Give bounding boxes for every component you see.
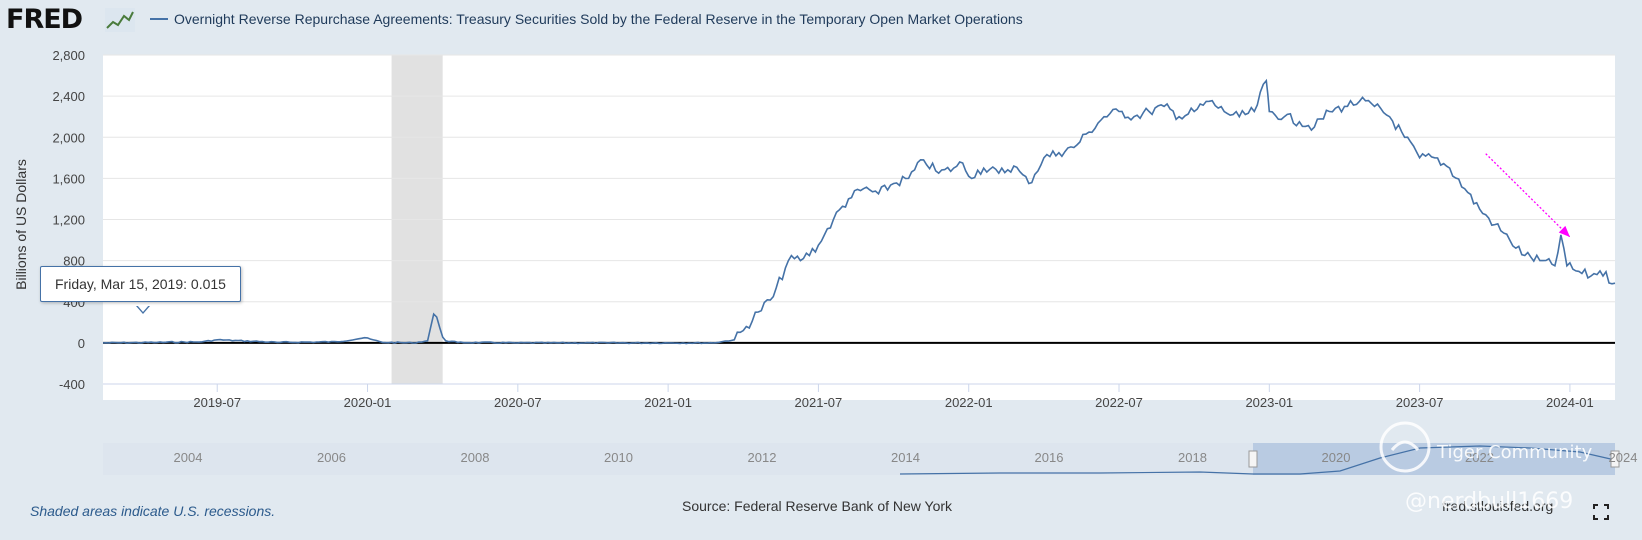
x-axis: 2019-07 2020-01 2020-07 2021-01 2021-07 2022-… bbox=[103, 383, 1615, 410]
x-tick-label: 2023-01 bbox=[1245, 395, 1293, 410]
navigator-handle-right[interactable] bbox=[1610, 450, 1620, 468]
plot-area bbox=[103, 55, 1615, 400]
navigator-selected-range[interactable] bbox=[1253, 443, 1615, 475]
navigator-label: 2018 bbox=[1178, 450, 1207, 465]
navigator-label: 2006 bbox=[317, 450, 346, 465]
series-legend[interactable]: Overnight Reverse Repurchase Agreements:… bbox=[150, 11, 1023, 27]
navigator[interactable]: 2004 2006 2008 2010 2012 2014 2016 2018 2020 2022… bbox=[103, 443, 1637, 475]
tooltip: Friday, Mar 15, 2019: 0.015 bbox=[40, 266, 241, 302]
fred-url-link[interactable]: fred.stlouisfed.org bbox=[1442, 498, 1554, 514]
y-tick-label: 800 bbox=[63, 254, 85, 269]
tiger-logo-icon bbox=[1379, 421, 1431, 473]
navigator-label: 2012 bbox=[748, 450, 777, 465]
recession-note: Shaded areas indicate U.S. recessions. bbox=[30, 503, 276, 519]
y-tick-label: 1,600 bbox=[52, 171, 85, 186]
y-tick-label: 2,400 bbox=[52, 89, 85, 104]
x-tick-label: 2023-07 bbox=[1396, 395, 1444, 410]
navigator-series-line bbox=[899, 445, 1616, 475]
x-tick-label: 2020-01 bbox=[344, 395, 392, 410]
navigator-label: 2016 bbox=[1035, 450, 1064, 465]
fullscreen-icon[interactable] bbox=[1593, 504, 1609, 520]
y-tick-label: 1,200 bbox=[52, 213, 85, 228]
navigator-label: 2014 bbox=[891, 450, 920, 465]
tooltip-pointer-fill bbox=[137, 305, 149, 312]
trend-arrow-annotation bbox=[1485, 153, 1571, 238]
navigator-handle-left[interactable] bbox=[1248, 450, 1258, 468]
watermark-brand: Tiger Community bbox=[1437, 442, 1593, 463]
navigator-label: 2010 bbox=[604, 450, 633, 465]
tooltip-value: 0.015 bbox=[190, 276, 226, 292]
header: FRED Overnight Reverse Repurchase Agreem… bbox=[0, 0, 1642, 40]
navigator-label: 2022 bbox=[1465, 450, 1494, 465]
x-tick-label: 2021-01 bbox=[644, 395, 692, 410]
y-tick-label: 2,800 bbox=[52, 48, 85, 63]
arrow-head bbox=[1558, 225, 1570, 237]
tooltip-date: Friday, Mar 15, 2019: bbox=[55, 276, 188, 292]
y-tick-label: 0 bbox=[78, 336, 85, 351]
y-tick-label: 2,000 bbox=[52, 130, 85, 145]
x-tick-label: 2022-01 bbox=[945, 395, 993, 410]
navigator-label: 2024 bbox=[1609, 450, 1638, 465]
x-tick-label: 2021-07 bbox=[795, 395, 843, 410]
chart-line-icon bbox=[105, 8, 135, 32]
navigator-label: 2004 bbox=[174, 450, 203, 465]
navigator-labels: 2004 2006 2008 2010 2012 2014 2016 2018 2020 2022… bbox=[174, 450, 1638, 465]
x-tick-label: 2024-01 bbox=[1546, 395, 1594, 410]
legend-line-swatch bbox=[150, 18, 168, 20]
series-title: Overnight Reverse Repurchase Agreements:… bbox=[174, 11, 1023, 27]
fred-logo[interactable]: FRED bbox=[6, 4, 83, 35]
y-axis-label: Billions of US Dollars bbox=[13, 159, 29, 290]
x-tick-label: 2020-07 bbox=[494, 395, 542, 410]
navigator-label: 2008 bbox=[461, 450, 490, 465]
series-line[interactable] bbox=[102, 78, 1616, 345]
source-text: Source: Federal Reserve Bank of New York bbox=[682, 498, 953, 514]
x-tick-label: 2019-07 bbox=[193, 395, 241, 410]
y-tick-label: -400 bbox=[59, 377, 85, 392]
watermark-handle: @nerdbull1669 bbox=[1405, 489, 1574, 514]
x-tick-label: 2022-07 bbox=[1095, 395, 1143, 410]
navigator-label: 2020 bbox=[1322, 450, 1351, 465]
